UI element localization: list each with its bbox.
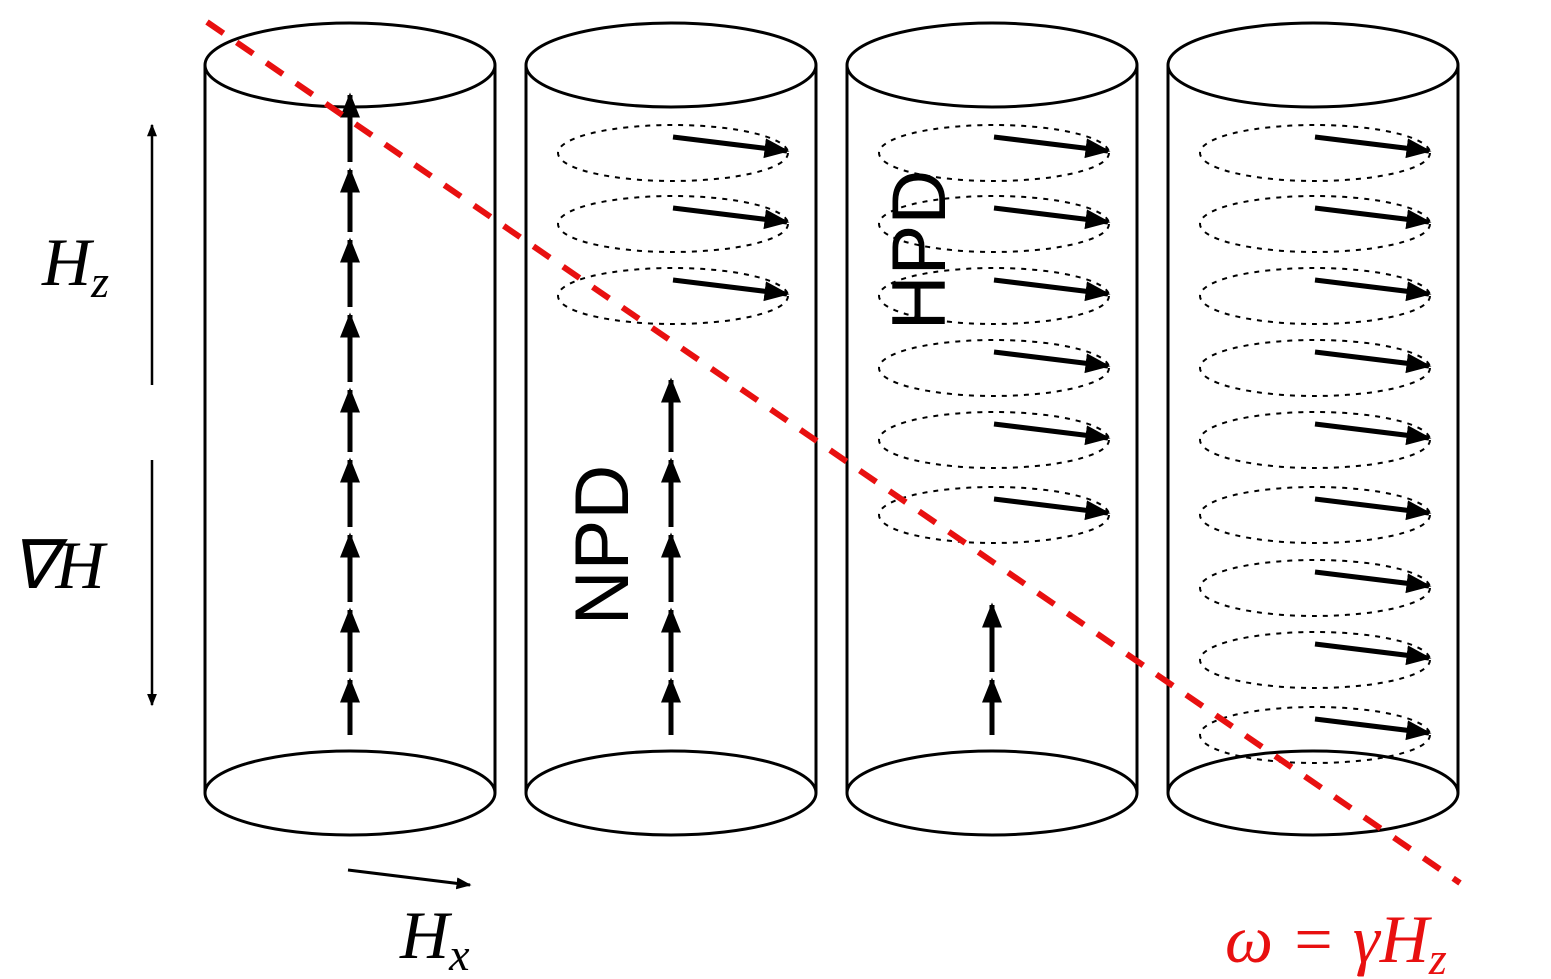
cylinder-top [526,23,816,107]
precession-orbit [1200,560,1430,616]
precession-orbit [1200,707,1430,763]
precessing-spin [1315,572,1429,586]
precessing-spin [994,499,1108,513]
hpd-label: HPD [877,170,962,330]
precessing-spin [1315,424,1429,438]
hx-label: Hx [399,897,470,979]
cylinder-bottom [526,751,816,835]
resonance-label: ω = γHz [1225,901,1447,979]
grad-label: ∇H [10,527,108,603]
precession-orbit [879,412,1109,468]
precession-orbit [1200,487,1430,543]
cylinder-top [1168,23,1458,107]
precessing-spin [994,137,1108,151]
precessing-spin [673,208,787,222]
diagram: Hz ∇H Hx ω = γHz NPD HPD [0,0,1551,979]
precessing-spin [994,208,1108,222]
precession-orbit [1200,340,1430,396]
precessing-spin [1315,208,1429,222]
hz-label: Hz [41,224,109,307]
precession-orbit [879,340,1109,396]
cylinder-top [847,23,1137,107]
cylinders [205,23,1458,835]
precession-orbit [558,268,788,324]
precessing-spin [1315,280,1429,294]
precessing-spin [994,424,1108,438]
precession-orbit [879,487,1109,543]
precessing-spin [1315,644,1429,658]
precession-orbit [1200,632,1430,688]
precession-orbit [1200,125,1430,181]
precession-orbit [558,196,788,252]
npd-label: NPD [560,465,645,625]
precessing-spin [1315,499,1429,513]
precessing-spin [994,280,1108,294]
precession-orbit [1200,412,1430,468]
precession-orbit [1200,268,1430,324]
precessing-spin [673,137,787,151]
precession-orbit [1200,196,1430,252]
cylinder-top [205,23,495,107]
cylinder-bottom [847,751,1137,835]
hx-arrow [348,870,470,885]
precessing-spin [994,352,1108,366]
precessing-spin [1315,719,1429,733]
precession-orbit [558,125,788,181]
precessing-spin [1315,352,1429,366]
precessing-spin [673,280,787,294]
precessing-spin [1315,137,1429,151]
cylinder-bottom [205,751,495,835]
